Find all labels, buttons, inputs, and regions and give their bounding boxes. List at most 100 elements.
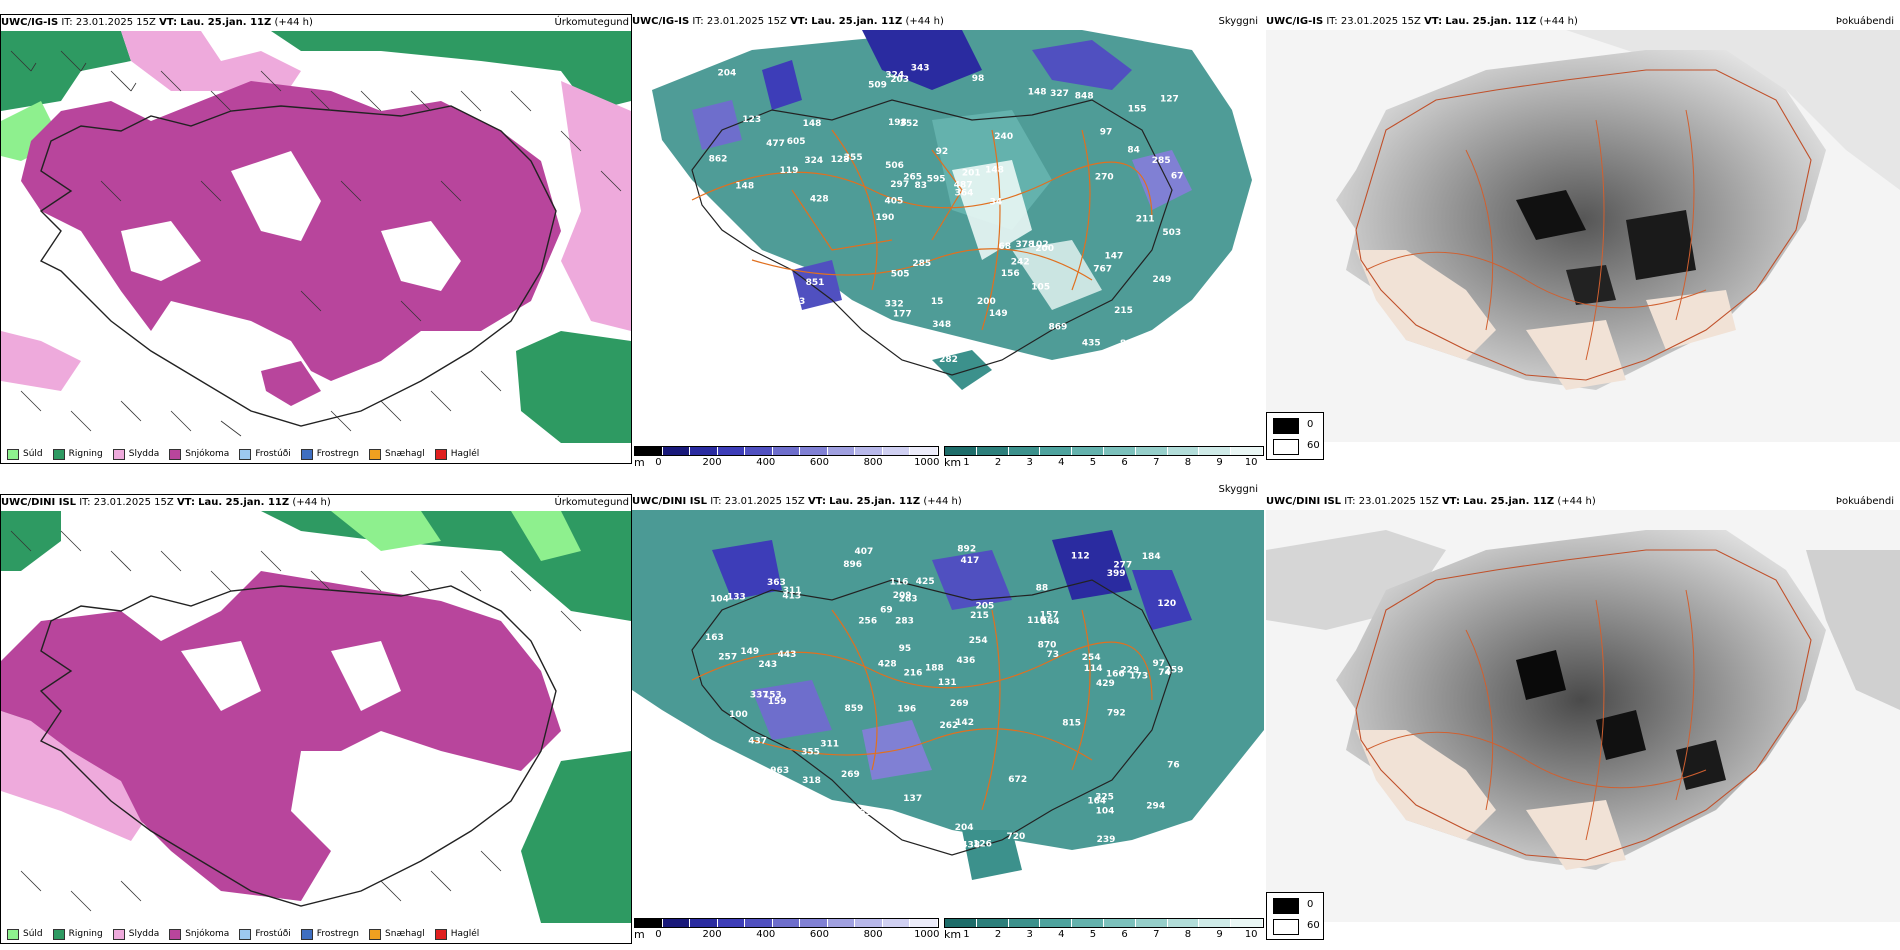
row2-precip-panel: UWC/DINI ISL IT: 23.01.2025 15Z VT: Lau.… [0,494,632,944]
colorbar-segment [827,919,856,927]
panel-header: UWC/DINI ISL IT: 23.01.2025 15Z VT: Lau.… [1266,494,1900,510]
altitude-label: 522 [791,313,810,323]
colorbar-tick-label: 0 [655,457,662,468]
colorbar-segment [690,919,718,927]
altitude-label: 270 [1095,173,1114,183]
altitude-label: 114 [1084,664,1103,674]
altitude-label: 595 [927,175,946,185]
legend-item: Frostúði [239,448,291,460]
altitude-label: 228 [837,327,856,337]
colorbar-segment [800,919,828,927]
colorbar-segment [855,447,883,455]
legend-item: Slydda [112,928,159,940]
altitude-label: 672 [1008,775,1027,785]
legend-item: Frostregn [300,928,359,940]
legend-item: Haglél [434,448,480,460]
altitude-label: 720 [1007,832,1026,842]
colorbar-segment [1231,919,1263,927]
legend-item: Haglél [434,928,479,940]
altitude-label: 428 [878,659,897,669]
panel-header: UWC/IG-IS IT: 23.01.2025 15Z VT: Lau. 25… [1,15,631,31]
altitude-label: 142 [955,718,974,728]
colorbar-segment [1072,919,1104,927]
fog-swatch-high [1273,919,1299,935]
param-title: Skyggni [1218,484,1258,495]
colorbar-tick-label: 1000 [914,457,940,468]
legend-swatch-sleet [112,928,125,940]
altitude-label: 104 [710,595,729,605]
param-title: Úrkomutegund [554,497,629,508]
altitude-label: 149 [989,309,1008,319]
altitude-label: 216 [904,669,923,679]
visibility-colorbar-strip [944,446,1264,456]
colorbar-segment [1199,447,1232,455]
param-title: Úrkomutegund [554,17,629,28]
altitude-label: 682 [851,841,870,851]
it-value: 23.01.2025 15Z [1358,496,1439,507]
visibility-colorbar: 1 2 3 4 5 6 7 8 9 10 km [944,918,1264,942]
altitude-label: 242 [1011,257,1030,267]
altitude-label: 285 [1152,156,1171,166]
legend-label: Frostúði [255,929,291,939]
altitude-label: 200 [977,297,996,307]
altitude-label: 239 [1097,835,1116,845]
panel-header: UWC/IG-IS IT: 23.01.2025 15Z VT: Lau. 25… [632,14,1264,30]
fog-index-map-svg [1266,30,1900,442]
colorbar-tick-label: 1 [963,929,970,940]
colorbar-segment [855,919,883,927]
visibility-map-svg: 407 88 74 196 142 153 133 116 100 215 131 86 896 859 4… [632,510,1264,922]
colorbar-tick-label: 5 [1089,929,1097,940]
altitude-label: 413 [782,592,801,602]
altitude-label: 352 [900,119,919,129]
altitude-label: 248 [747,813,766,823]
altitude-label: 294 [1146,802,1165,812]
altitude-label: 184 [1142,552,1161,562]
altitude-label: 364 [955,189,974,199]
altitude-label: 92 [936,147,949,157]
altitude-label: 102 [1030,240,1049,250]
altitude-label: 95 [899,644,912,654]
altitude-label: 348 [932,320,951,330]
altitude-label: 137 [903,794,922,804]
altitude-label: 443 [778,650,797,660]
model-name: UWC/IG-IS [1,17,59,28]
altitude-label: 177 [893,310,912,320]
colorbar-tick-label: 800 [863,929,883,940]
altitude-label: 196 [897,704,916,714]
altitude-label: 506 [885,161,904,171]
altitude-label: 487 [954,180,973,190]
altitude-label: 74 [1158,668,1171,678]
colorbar-segment [976,919,1009,927]
fog-legend: 0 60 [1266,892,1324,940]
precip-type-map-svg [1,31,631,443]
legend-item: Rigning [52,928,103,940]
vt-value: Lau. 25.jan. 11Z [811,16,903,27]
colorbar-segment [1008,447,1041,455]
legend-item: Snjókoma [169,928,229,940]
altitude-label: 215 [1114,306,1133,316]
colorbar-segment [827,447,856,455]
legend-swatch-snow-pellets [369,448,382,460]
altitude-label: 119 [780,166,799,176]
legend-swatch-rain [52,448,65,460]
colorbar-segment [1040,447,1073,455]
legend-label: Súld [23,929,43,939]
fog-swatch-high [1273,439,1299,455]
colorbar-tick-label: 400 [756,457,776,468]
altitude-label: 492 [880,812,899,822]
altitude-label: 257 [718,653,737,663]
legend-label: Haglél [450,449,480,459]
it-value: 23.01.2025 15Z [93,497,174,508]
panel-header: UWC/DINI ISL IT: 23.01.2025 15Z VT: Lau.… [632,484,1264,510]
colorbar-segment [717,447,746,455]
altitude-label: 792 [1107,709,1126,719]
altitude-label: 200 [1035,244,1054,254]
altitude-label: 428 [810,195,829,205]
colorbar-tick-label: 7 [1153,457,1160,468]
vt-label: VT: [1441,496,1460,507]
colorbar-tick-label: 2 [994,457,1002,468]
colorbar-segment [1040,919,1073,927]
altitude-label: 68 [999,242,1012,252]
altitude-label: 438 [961,841,980,851]
vt-label: VT: [176,497,195,508]
